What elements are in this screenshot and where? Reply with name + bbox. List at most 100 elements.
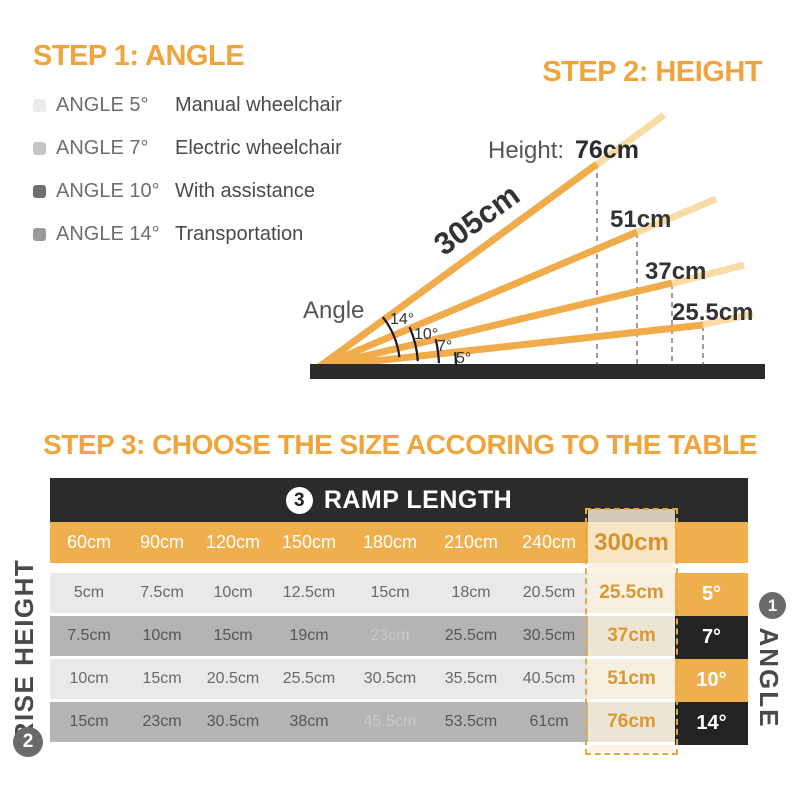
legend-angle-label: ANGLE 7° [56,137,149,159]
ramp-7-tip [669,261,745,288]
table-cell: 10cm [50,659,128,699]
step3-title: STEP 3: CHOOSE THE SIZE ACCORING TO THE … [43,429,757,460]
legend-item-14: ANGLE 14° Transportation [33,213,342,256]
swatch-14-icon [33,228,46,241]
length-header-highlight-cell: 300cm [588,522,675,563]
table-cell: 30.5cm [348,659,432,699]
height-value-76: 76cm [575,136,639,164]
ramp-lines [316,161,704,371]
legend-item-7: ANGLE 7° Electric wheelchair [33,127,342,170]
legend-angle-label: ANGLE 10° [56,180,160,202]
legend-angle-label: ANGLE 5° [56,94,149,116]
height-value-37: 37cm [645,258,706,285]
ramp-size-table: 3 RAMP LENGTH 60cm 90cm 120cm 150cm 180c… [50,478,748,745]
legend-item-10: ANGLE 10° With assistance [33,170,342,213]
table-cell: 10cm [128,616,196,656]
angle-word-label: Angle [303,297,364,324]
table-cell: 15cm [128,659,196,699]
legend-desc: Manual wheelchair [175,94,342,116]
ramp-10-tip [633,195,718,237]
table-cell: 20.5cm [510,573,588,613]
table-cell: 23cm [128,702,196,742]
table-cell: 40.5cm [510,659,588,699]
length-header-cell: 210cm [443,532,499,552]
table-cell: 61cm [510,702,588,742]
table-cell: 45.5cm [348,702,432,742]
header-gap [50,563,748,573]
rise-height-badge-2: 2 [13,727,43,757]
angle-cell-14: 14° [675,702,748,745]
table-cell: 18cm [432,573,510,613]
height-value-51: 51cm [610,206,671,233]
angle-legend: ANGLE 5° Manual wheelchair ANGLE 7° Elec… [33,84,342,256]
table-row-7deg: 7.5cm 10cm 15cm 19cm 23cm 25.5cm 30.5cm … [50,616,748,659]
legend-angle-label: ANGLE 14° [56,223,160,245]
arc-5 [454,352,458,366]
legend-item-5: ANGLE 5° Manual wheelchair [33,84,342,127]
length-header-cell: 90cm [139,532,184,552]
length-header-cell: 240cm [521,532,577,552]
highlight-column-bottom-stub [588,745,675,752]
ramp-7-line [318,279,673,371]
highlight-cell: 76cm [588,702,675,742]
table-cell: 15cm [348,573,432,613]
swatch-7-icon [33,142,46,155]
table-cell: 12.5cm [270,573,348,613]
table-cell: 15cm [50,702,128,742]
legend-desc: Transportation [175,223,304,245]
angle-axis-label: ANGLE [754,627,784,729]
table-cell: 7.5cm [50,616,128,656]
length-header-cell: 150cm [281,532,337,552]
angle-cell-7: 7° [675,616,748,659]
highlight-cell: 25.5cm [588,573,675,613]
table-cell: 20.5cm [196,659,270,699]
table-cell: 10cm [196,573,270,613]
ramp-length-label: 305cm [427,177,526,262]
ramp-14-line [316,161,600,370]
ground-bar [310,364,765,379]
table-row-14deg: 15cm 23cm 30.5cm 38cm 45.5cm 53.5cm 61cm… [50,702,748,745]
swatch-5-icon [33,99,46,112]
table-cell: 19cm [270,616,348,656]
table-cell: 25.5cm [270,659,348,699]
table-title: RAMP LENGTH [323,485,513,514]
ramp-14-tip [592,112,667,169]
legend-desc: With assistance [175,180,316,202]
table-cell: 25.5cm [432,616,510,656]
arc-7 [434,338,440,364]
angle-axis-badge-1: 1 [759,592,786,619]
ramp-tips [592,112,754,329]
step2-title: STEP 2: HEIGHT [542,56,762,88]
table-cell: 15cm [196,616,270,656]
table-badge-3: 3 [285,486,313,514]
table-cell: 23cm [348,616,432,656]
table-cell: 7.5cm [128,573,196,613]
table-cell: 53.5cm [432,702,510,742]
table-cell: 5cm [50,573,128,613]
table-cell: 30.5cm [196,702,270,742]
arc-14 [381,316,401,358]
ramp-5-tip [700,310,754,329]
table-row-5deg: 5cm 7.5cm 10cm 12.5cm 15cm 18cm 20.5cm 2… [50,573,748,616]
rise-height-axis-label: RISE HEIGHT [9,558,39,742]
legend-desc: Electric wheelchair [175,137,342,159]
table-cell: 35.5cm [432,659,510,699]
length-header-cell: 60cm [66,532,111,552]
highlight-column-top-stub [588,509,675,522]
highlight-cell: 37cm [588,616,675,656]
angle-cell-10: 10° [675,659,748,702]
length-header-row: 60cm 90cm 120cm 150cm 180cm 210cm 240cm … [50,522,748,563]
arc-10 [408,326,419,362]
angle-tick-10: 10° [414,326,438,343]
length-header-cell: 120cm [205,532,261,552]
height-guides [596,164,704,364]
angle-tick-5: 5° [456,350,471,367]
angle-tick-7: 7° [437,338,452,355]
angle-cell-5: 5° [675,573,748,616]
ramp-5-line [318,321,704,371]
height-label: Height: [488,137,564,164]
table-row-10deg: 10cm 15cm 20.5cm 25.5cm 30.5cm 35.5cm 40… [50,659,748,702]
highlight-cell: 51cm [588,659,675,699]
length-header-cell: 180cm [362,532,418,552]
angle-arcs [381,316,458,366]
